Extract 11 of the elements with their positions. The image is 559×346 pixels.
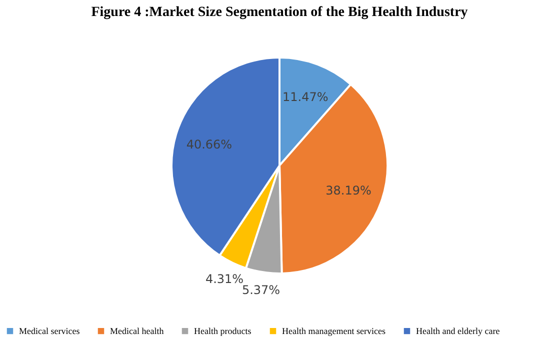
data-label: 4.31% <box>205 272 244 286</box>
data-label: 5.37% <box>242 283 280 298</box>
legend-label: Health products <box>194 326 252 336</box>
legend-label: Health and elderly care <box>416 326 500 336</box>
data-label: 38.19% <box>326 184 372 198</box>
legend-label: Medical services <box>19 326 80 336</box>
data-label: 40.66% <box>186 137 232 152</box>
legend-label: Health management services <box>282 326 386 336</box>
legend-label: Medical health <box>110 326 164 336</box>
data-label: 11.47% <box>282 90 328 104</box>
chart-title: Figure 4 :Market Size Segmentation of the Big Health Industry <box>91 5 468 20</box>
